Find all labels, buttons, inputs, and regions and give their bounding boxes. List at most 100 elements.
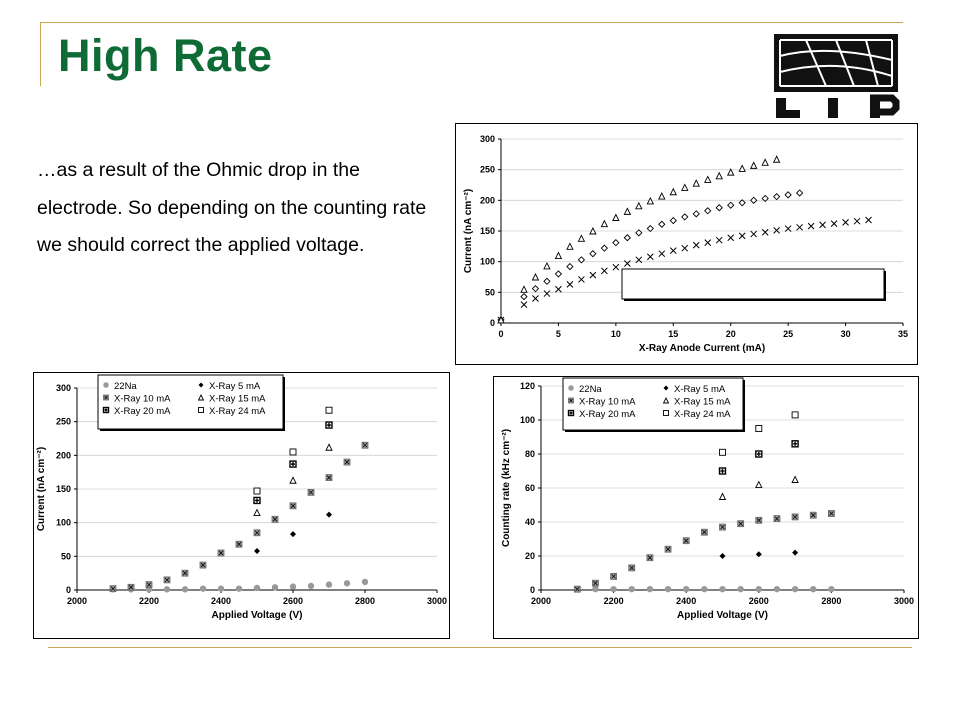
data-point [543,261,551,270]
y-tick-label: 40 [525,517,535,527]
data-point [163,586,171,593]
data-point [681,183,689,191]
data-point [646,554,654,562]
series-x-ray-15-ma [253,443,333,517]
legend-label: X-Ray 15 mA [674,397,731,408]
data-point [532,295,539,302]
data-point [163,576,171,584]
data-point [692,179,700,187]
data-point [761,158,769,166]
legend: 22Na X-Ray 5 mAX-Ray 10 mA X-Ray 15 mAX-Ra… [97,374,285,431]
data-point [664,545,672,553]
data-point [290,531,296,538]
legend-box [97,374,284,430]
data-point [701,585,708,593]
x-tick-label: 15 [668,329,678,339]
data-point [791,475,799,483]
x-tick-label: 10 [611,329,621,339]
data-point [719,448,726,456]
x-tick-label: 0 [498,329,503,339]
left-rule [40,22,41,86]
data-point [718,492,727,500]
data-point [737,520,745,528]
data-point [623,234,631,242]
x-axis-label: Applied Voltage (V) [212,610,303,621]
data-point [326,511,332,518]
series-x-ray-5-ma [254,511,332,554]
data-point [199,561,207,569]
data-point [737,585,744,593]
data-point [589,271,597,279]
data-point [325,421,333,429]
data-point [217,549,225,557]
y-axis-label: Current (nA cm⁻²) [36,447,47,531]
data-point [692,210,700,218]
x-tick-label: 2400 [211,596,231,606]
data-point [543,290,551,297]
data-point [791,585,799,593]
data-point [761,228,769,236]
data-point [658,250,666,258]
y-tick-label: 100 [480,257,495,267]
data-point [755,480,763,489]
data-point [719,553,726,559]
data-point [566,242,574,250]
slide-title: High Rate [58,30,273,81]
series-x-ray-15-ma [718,475,799,500]
data-point [343,580,351,587]
data-point [755,425,763,432]
data-point [253,508,261,517]
legend-marker [198,382,204,388]
legend: 2500 2600 2700 [621,115,886,301]
chart-svg: 0 50 100 150 200 250 300 0 5 10 15 20 25 30 35 X-Ray An… [455,115,918,365]
data-point [325,406,333,414]
chart-current-vs-anode-current: 0 50 100 150 200 250 300 0 5 10 15 20 25 30 35 X-Ray An… [455,115,918,365]
data-point [612,263,620,271]
data-point [773,193,781,201]
chart-svg: 0 20 40 60 80 100 120 2000 2200 2400 2600 2800 3000 A… [493,376,919,639]
series-x-ray-5-ma [719,549,799,559]
data-point [792,549,799,556]
data-point [600,244,609,252]
data-point [773,585,781,593]
x-tick-label: 3000 [894,596,914,606]
data-point [719,585,726,593]
chart-frame [455,123,918,365]
y-tick-label: 100 [520,415,535,425]
data-point [497,315,505,324]
series-22na [574,585,835,593]
x-tick-label: 2000 [531,596,551,606]
y-tick-label: 50 [485,287,495,297]
data-point [664,585,672,593]
legend-label: X-Ray 24 mA [674,409,731,420]
data-point [520,301,528,308]
data-point [646,196,655,205]
x-tick-label: 2000 [67,596,87,606]
legend-marker [103,382,109,388]
y-tick-label: 200 [480,195,495,205]
x-tick-label: 2200 [139,596,159,606]
data-point [307,488,315,496]
legend-label: X-Ray 10 mA [114,394,171,405]
data-point [830,220,838,227]
y-tick-label: 0 [530,585,535,595]
data-point [289,476,297,484]
data-point [361,441,369,449]
legend-marker [567,409,575,417]
data-point [700,528,708,536]
data-point [253,487,261,495]
data-point [738,164,746,172]
legend-label: X-Ray 5 mA [209,381,261,392]
data-point [254,547,260,554]
data-point [577,256,586,264]
data-point [755,551,762,558]
data-point [199,585,207,592]
x-tick-label: 5 [556,329,561,339]
data-point [635,256,643,264]
bottom-rule [48,647,912,648]
chart-svg: 0 50 100 150 200 250 300 2000 2200 2400 2600 2800 30… [33,372,450,639]
data-point [610,572,617,580]
data-point [827,510,835,517]
data-point [325,474,333,481]
data-point [749,161,758,169]
